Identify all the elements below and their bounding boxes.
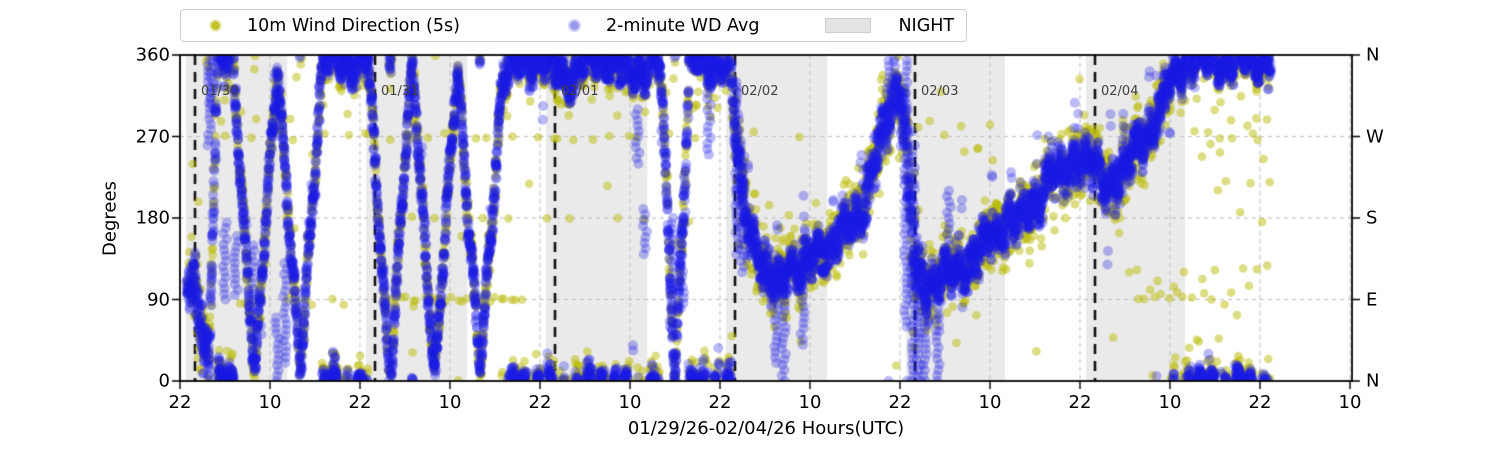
x-tick-label: 10 xyxy=(978,392,1002,413)
day-boundary-label: 02/04 xyxy=(1101,84,1139,99)
yellow-dot-icon xyxy=(211,21,220,30)
x-tick-label: 22 xyxy=(168,392,192,413)
compass-tick-label: N xyxy=(1366,370,1380,392)
x-axis-label: 01/29/26-02/04/26 Hours(UTC) xyxy=(627,418,905,439)
y-tick-label: 0 xyxy=(158,370,170,392)
day-boundary-label: 02/02 xyxy=(741,84,779,99)
x-tick-label: 10 xyxy=(438,392,462,413)
legend: 10m Wind Direction (5s) 2-minute WD Avg … xyxy=(180,9,967,42)
x-tick-label: 22 xyxy=(888,392,912,413)
legend-label: NIGHT xyxy=(898,15,955,36)
x-tick-label: 10 xyxy=(798,392,822,413)
day-boundary-label: 01/31 xyxy=(381,84,419,99)
legend-item-wind-direction: 10m Wind Direction (5s) xyxy=(211,16,460,36)
y-tick-label: 270 xyxy=(135,126,170,147)
compass-tick-label: E xyxy=(1366,289,1378,310)
x-tick-label: 10 xyxy=(258,392,282,413)
legend-label: 10m Wind Direction (5s) xyxy=(247,15,460,36)
compass-tick-label: S xyxy=(1366,207,1378,229)
y-tick-label: 180 xyxy=(135,207,170,229)
x-tick-label: 10 xyxy=(1338,392,1362,413)
day-boundary-label: 02/03 xyxy=(921,84,959,99)
day-boundary-label: 01/30 xyxy=(201,84,239,99)
x-tick-label: 22 xyxy=(1068,392,1092,413)
day-boundary-label: 02/01 xyxy=(561,84,599,99)
legend-label: 2-minute WD Avg xyxy=(605,15,760,36)
x-tick-label: 22 xyxy=(1248,392,1272,413)
x-tick-label: 10 xyxy=(1158,392,1182,413)
blue-dot-icon xyxy=(569,21,579,30)
legend-item-night: NIGHT xyxy=(825,16,954,36)
x-tick-label: 22 xyxy=(708,392,732,413)
night-patch-icon xyxy=(825,18,872,33)
compass-tick-label: W xyxy=(1366,126,1384,147)
x-tick-label: 22 xyxy=(528,392,552,413)
x-tick-label: 10 xyxy=(618,392,642,413)
x-tick-label: 22 xyxy=(348,392,372,413)
compass-tick-label: N xyxy=(1366,44,1380,66)
legend-item-wd-avg: 2-minute WD Avg xyxy=(569,15,760,36)
y-tick-label: 90 xyxy=(147,289,170,310)
y-tick-label: 360 xyxy=(135,44,170,66)
